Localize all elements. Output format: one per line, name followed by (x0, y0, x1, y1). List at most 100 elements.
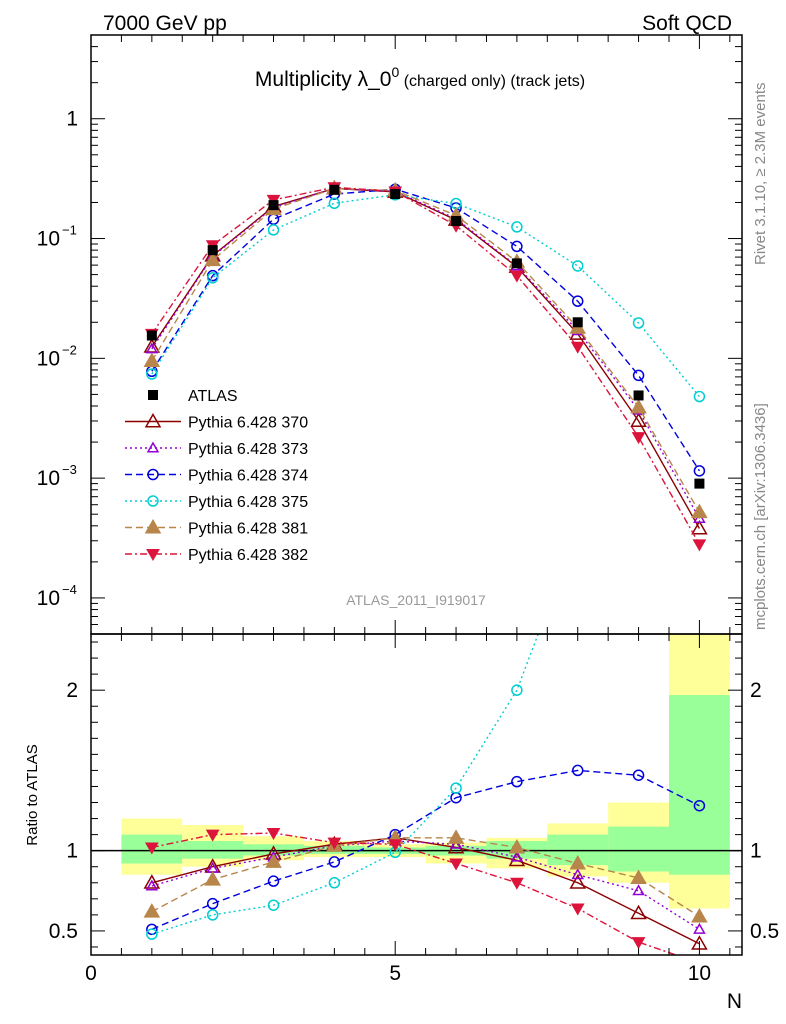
analysis-watermark: ATLAS_2011_I919017 (346, 592, 486, 608)
data-point-atlas (268, 200, 279, 211)
series-point-ratio (144, 842, 159, 855)
ratio-uncertainty-bands (91, 634, 742, 909)
series-point-ratio (510, 877, 524, 890)
main-panel-frame (90, 34, 743, 635)
legend-label: Pythia 6.428 375 (188, 494, 308, 511)
series-line-ratio (151, 837, 700, 918)
series-point-main (571, 260, 584, 272)
main-panel-series (143, 179, 708, 552)
series-point-main (693, 390, 706, 403)
series-line-main (151, 194, 700, 397)
data-point-atlas (633, 390, 644, 401)
series-point-ratio (569, 874, 587, 889)
series-point-main (143, 352, 161, 368)
series-point-ratio (630, 904, 647, 920)
legend-marker (144, 412, 162, 428)
series-point-main (328, 197, 341, 210)
ratio-y-tick-label-right: 1 (750, 840, 762, 863)
data-point-atlas (390, 189, 401, 200)
legend-label: Pythia 6.428 381 (188, 521, 308, 538)
ratio-band-inner (182, 841, 244, 859)
series-point-ratio (510, 850, 524, 862)
legend-marker (146, 549, 160, 562)
legend-marker (147, 468, 159, 481)
series-point-ratio (146, 928, 158, 940)
data-point-atlas (572, 317, 583, 328)
legend-label: Pythia 6.428 373 (188, 441, 308, 458)
main-y-tick-exponent: −3 (62, 462, 77, 477)
series-line-main (151, 187, 701, 519)
series-point-ratio (511, 775, 523, 788)
series-line-ratio (151, 837, 700, 945)
series-line-main (151, 186, 701, 545)
series-point-main (267, 224, 280, 236)
series-point-main (693, 465, 706, 477)
series-point-main (632, 369, 645, 382)
data-point-atlas (207, 245, 218, 256)
series-point-ratio (388, 839, 403, 852)
series-point-main (570, 341, 585, 354)
legend-label-atlas: ATLAS (188, 388, 238, 405)
series-point-main (691, 519, 708, 535)
series-point-ratio (570, 903, 585, 916)
chart-title-suffix: (charged only) (track jets) (399, 73, 585, 90)
chart-title-main: Multiplicity λ_0 (255, 68, 392, 91)
series-point-ratio (631, 937, 646, 950)
legend-marker (147, 495, 159, 507)
series-line-main (151, 188, 701, 472)
series-point-ratio (632, 884, 645, 896)
mcplots-reference-label: mcplots.cern.ch [arXiv:1306.3436] (752, 403, 769, 630)
main-y-tick-label: 10 (37, 467, 60, 490)
series-point-main (146, 368, 158, 380)
series-point-main (632, 317, 645, 329)
series-point-ratio (267, 899, 280, 911)
ratio-y-tick-label-left: 0.5 (49, 920, 78, 943)
main-y-tick-label: 10 (37, 347, 60, 370)
main-y-tick-exponent: −4 (62, 582, 77, 597)
series-point-ratio (449, 858, 463, 871)
series-point-ratio (693, 922, 706, 934)
series-point-ratio (632, 769, 645, 781)
series-point-ratio (266, 828, 281, 841)
series-point-ratio (450, 782, 462, 794)
series-point-main (204, 251, 221, 267)
series-point-ratio (508, 838, 526, 854)
ratio-panel-frame (90, 633, 743, 956)
main-y-tick-exponent: −1 (62, 223, 77, 238)
series-point-ratio (328, 856, 341, 868)
series-point-main (511, 240, 523, 253)
ratio-band-inner (243, 844, 304, 856)
legend-label: Pythia 6.428 374 (188, 468, 308, 485)
legend-label: Pythia 6.428 370 (188, 415, 308, 432)
series-point-ratio (146, 923, 158, 936)
series-line-main (151, 187, 701, 513)
series-point-main (691, 503, 708, 519)
series-line-ratio (151, 840, 700, 930)
main-y-tick-label: 1 (66, 108, 78, 131)
series-point-ratio (447, 829, 465, 844)
ratio-y-tick-label-left: 2 (66, 679, 78, 702)
series-point-main (267, 213, 280, 225)
series-point-ratio (571, 868, 585, 880)
series-point-ratio (571, 764, 584, 777)
ratio-y-tick-label-left: 1 (66, 840, 78, 863)
series-point-ratio (569, 855, 587, 870)
data-point-atlas (511, 258, 522, 269)
series-point-main (206, 272, 219, 284)
series-point-ratio (206, 909, 219, 921)
legend-label: Pythia 6.428 382 (188, 547, 308, 564)
series-point-main (630, 398, 647, 414)
main-y-tick-label: 10 (37, 228, 60, 251)
series-point-main (511, 221, 523, 233)
data-point-atlas (146, 330, 157, 341)
series-point-ratio (691, 907, 708, 923)
series-point-main (692, 539, 707, 552)
series-point-ratio (145, 879, 159, 891)
x-tick-label: 5 (389, 962, 401, 985)
data-point-atlas (451, 216, 462, 227)
series-point-ratio (143, 874, 161, 889)
series-point-ratio (205, 829, 220, 842)
data-point-atlas (694, 478, 705, 489)
